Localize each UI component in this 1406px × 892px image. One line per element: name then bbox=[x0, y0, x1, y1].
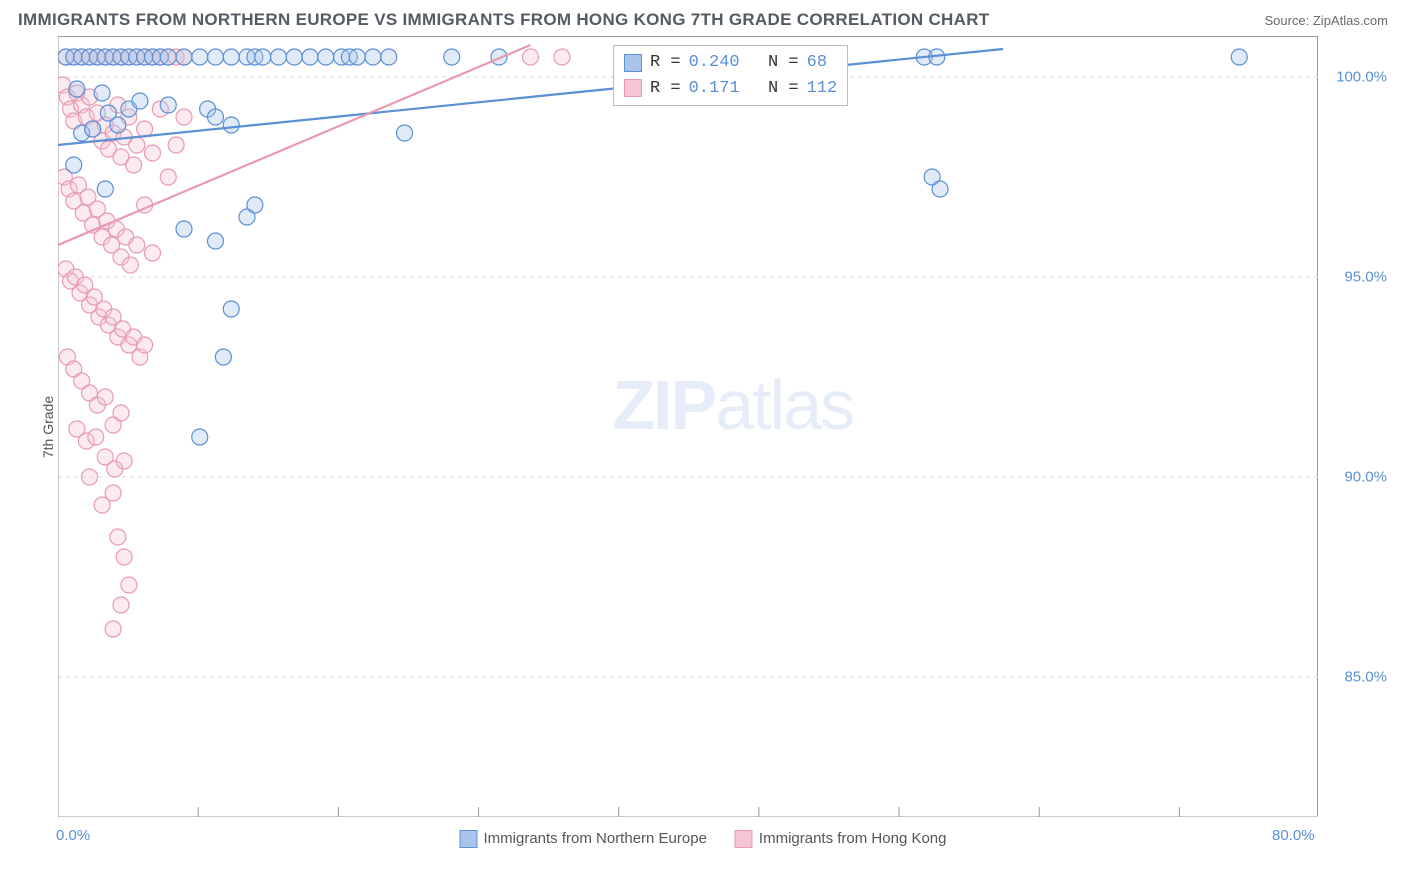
x-tick-label: 0.0% bbox=[56, 827, 90, 844]
legend-label: Immigrants from Hong Kong bbox=[759, 830, 947, 847]
n-value: 112 bbox=[807, 76, 838, 102]
legend-swatch-icon bbox=[624, 54, 642, 72]
source-prefix: Source: bbox=[1264, 13, 1312, 28]
y-tick-label: 95.0% bbox=[1344, 269, 1387, 286]
stats-row: R = 0.240 N = 68 bbox=[624, 50, 837, 76]
source-link[interactable]: ZipAtlas.com bbox=[1313, 13, 1388, 28]
source-attribution: Source: ZipAtlas.com bbox=[1264, 13, 1388, 28]
legend-label: Immigrants from Northern Europe bbox=[484, 830, 707, 847]
stats-row: R = 0.171 N = 112 bbox=[624, 76, 837, 102]
r-value: 0.240 bbox=[689, 50, 740, 76]
scatter-plot: 7th Grade ZIPatlas R = 0.240 N = 68 R = … bbox=[58, 36, 1318, 816]
y-axis-label: 7th Grade bbox=[40, 395, 56, 457]
n-value: 68 bbox=[807, 50, 827, 76]
title-bar: IMMIGRANTS FROM NORTHERN EUROPE VS IMMIG… bbox=[0, 0, 1406, 36]
legend-swatch-icon bbox=[460, 830, 478, 848]
legend-item: Immigrants from Hong Kong bbox=[735, 830, 947, 848]
y-tick-label: 85.0% bbox=[1344, 669, 1387, 686]
legend-swatch-icon bbox=[624, 79, 642, 97]
chart-container: 7th Grade ZIPatlas R = 0.240 N = 68 R = … bbox=[12, 36, 1394, 816]
plot-svg bbox=[58, 37, 1318, 817]
stats-box: R = 0.240 N = 68 R = 0.171 N = 112 bbox=[613, 45, 848, 106]
x-tick-label: 80.0% bbox=[1272, 827, 1315, 844]
legend-item: Immigrants from Northern Europe bbox=[460, 830, 707, 848]
y-tick-label: 90.0% bbox=[1344, 469, 1387, 486]
r-value: 0.171 bbox=[689, 76, 740, 102]
legend-bottom: Immigrants from Northern Europe Immigrant… bbox=[460, 830, 947, 848]
y-tick-label: 100.0% bbox=[1336, 69, 1387, 86]
legend-swatch-icon bbox=[735, 830, 753, 848]
chart-title: IMMIGRANTS FROM NORTHERN EUROPE VS IMMIG… bbox=[18, 10, 989, 30]
